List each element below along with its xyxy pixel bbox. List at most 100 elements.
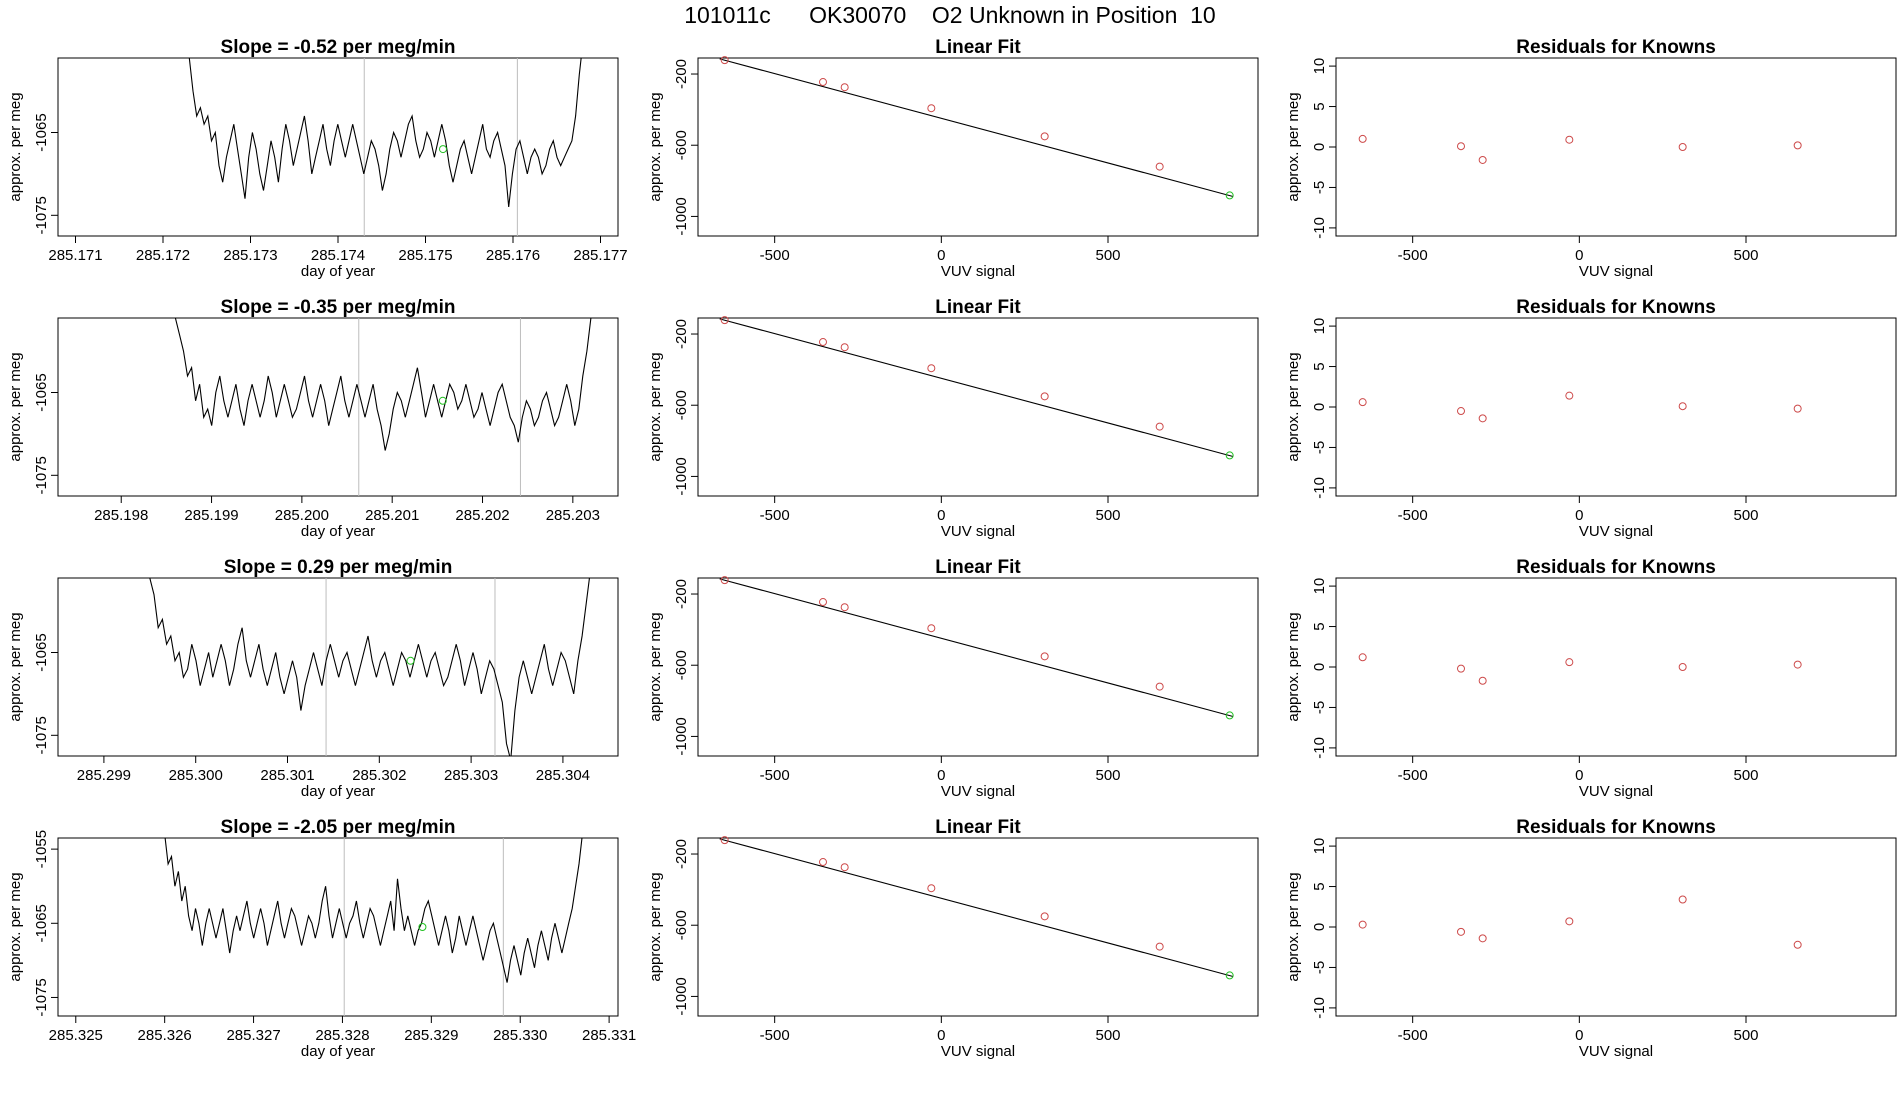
y-tick-label: 5 (1311, 882, 1328, 890)
panel-title: Slope = -0.52 per meg/min (221, 37, 456, 58)
residual-point (1793, 404, 1802, 413)
x-tick-label: 285.303 (444, 767, 498, 784)
x-tick-label: 285.330 (493, 1027, 547, 1044)
y-axis-label: approx. per meg (1285, 352, 1302, 461)
x-tick-label: -500 (1398, 1027, 1428, 1044)
known-point (840, 863, 849, 872)
x-tick-label: 500 (1733, 247, 1758, 264)
residual-point (1457, 664, 1465, 673)
timeseries-panel (51, 577, 619, 763)
x-axis-label: VUV signal (1579, 523, 1653, 540)
y-tick-label: -1075 (33, 456, 50, 494)
known-point (927, 104, 936, 113)
fit-line (719, 318, 1234, 458)
y-tick-label: 10 (1311, 58, 1328, 75)
residual-point (1358, 920, 1367, 929)
known-point (819, 338, 827, 347)
x-tick-label: 500 (1733, 1027, 1758, 1044)
residual-point (1457, 407, 1465, 416)
plot-frame (57, 57, 619, 237)
y-axis-label: approx. per meg (647, 92, 664, 201)
known-point (1040, 392, 1049, 401)
y-tick-label: 0 (1311, 923, 1328, 931)
y-axis-label: approx. per meg (7, 612, 24, 721)
residual-point (1793, 940, 1802, 949)
x-tick-label: 500 (1095, 507, 1120, 524)
fit-panel (691, 316, 1259, 503)
known-point (1040, 912, 1049, 921)
series-line (174, 318, 592, 451)
residual-point (1478, 676, 1487, 685)
x-tick-label: 285.304 (536, 767, 590, 784)
known-point (1040, 652, 1049, 661)
known-point (819, 78, 827, 87)
fit-panel (691, 836, 1259, 1023)
y-tick-label: -1000 (673, 197, 690, 235)
unknown-point (1225, 451, 1234, 460)
x-tick-label: 0 (937, 507, 945, 524)
residual-point (1678, 663, 1687, 671)
plot-frame (57, 577, 619, 757)
timeseries-panel (51, 837, 619, 1023)
panel-title: Residuals for Knowns (1516, 37, 1716, 58)
known-point (1155, 942, 1164, 951)
known-point (927, 624, 936, 633)
x-tick-label: 285.301 (260, 767, 314, 784)
x-tick-label: -500 (760, 247, 790, 264)
x-tick-label: 285.299 (77, 767, 131, 784)
residual-point (1793, 141, 1802, 150)
residuals-panel (1329, 317, 1897, 503)
residual-point (1358, 398, 1367, 407)
series-line (188, 58, 582, 208)
y-tick-label: -1000 (673, 457, 690, 495)
x-tick-label: 285.331 (582, 1027, 636, 1044)
y-tick-label: -1065 (33, 113, 50, 151)
unknown-point (439, 145, 447, 154)
plot-frame (1335, 837, 1897, 1017)
y-tick-label: -200 (673, 319, 690, 349)
plot-frame (1335, 317, 1897, 497)
x-tick-label: 0 (937, 247, 945, 264)
x-tick-label: 500 (1095, 767, 1120, 784)
plot-frame (57, 837, 619, 1017)
y-tick-label: -1075 (33, 978, 50, 1016)
x-tick-label: 500 (1733, 507, 1758, 524)
known-point (840, 603, 849, 612)
known-point (720, 576, 729, 585)
residual-point (1793, 660, 1802, 669)
x-tick-label: 0 (1575, 1027, 1583, 1044)
unknown-point (406, 656, 415, 665)
fit-line (719, 838, 1234, 978)
known-point (927, 364, 936, 373)
residual-point (1478, 934, 1487, 943)
series-line (149, 578, 591, 756)
x-axis-label: VUV signal (1579, 1043, 1653, 1060)
x-tick-label: 285.327 (226, 1027, 280, 1044)
x-tick-label: 285.300 (169, 767, 223, 784)
residual-point (1358, 653, 1367, 662)
residual-point (1457, 927, 1465, 936)
residual-point (1678, 143, 1687, 151)
y-tick-label: 5 (1311, 102, 1328, 110)
x-tick-label: 0 (1575, 507, 1583, 524)
x-tick-label: 285.200 (275, 507, 329, 524)
y-axis-label: approx. per meg (1285, 612, 1302, 721)
x-tick-label: 500 (1095, 1027, 1120, 1044)
y-tick-label: -10 (1311, 737, 1328, 759)
y-tick-label: 10 (1311, 318, 1328, 335)
y-tick-label: 10 (1311, 578, 1328, 595)
y-tick-label: -600 (673, 910, 690, 940)
panel-title: Slope = -2.05 per meg/min (221, 817, 456, 838)
y-tick-label: 10 (1311, 838, 1328, 855)
known-point (927, 884, 936, 893)
y-tick-label: -200 (673, 839, 690, 869)
y-tick-label: -1075 (33, 196, 50, 234)
x-tick-label: 0 (937, 1027, 945, 1044)
x-axis-label: VUV signal (1579, 263, 1653, 280)
y-axis-label: approx. per meg (1285, 92, 1302, 201)
x-tick-label: 285.176 (486, 247, 540, 264)
plot-frame (1335, 577, 1897, 757)
plot-frame (697, 837, 1259, 1017)
y-tick-label: -5 (1311, 181, 1328, 194)
plot-frame (1335, 57, 1897, 237)
